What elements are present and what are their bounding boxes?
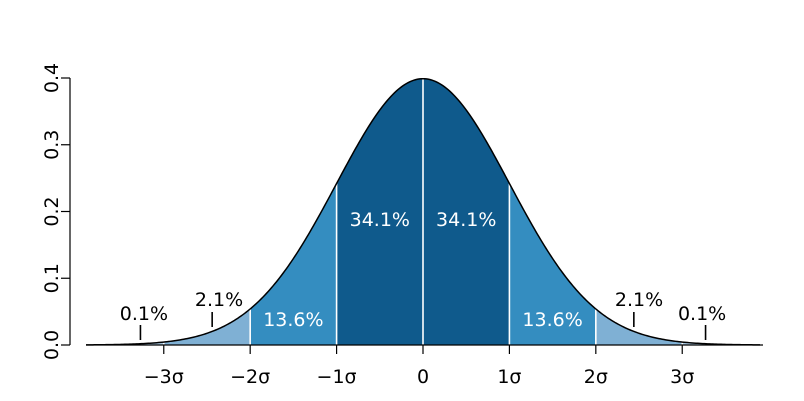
y-tick-label-4: 0.4 [41,63,63,93]
label-far-right: 0.1% [678,303,726,325]
x-tick-label-3: 0 [417,366,429,388]
y-tick-label-1: 0.1 [41,263,63,293]
density-curve [85,77,761,346]
x-tick-label-6: 3σ [670,366,694,388]
label-mid-right: 13.6% [522,309,582,331]
x-tick-label-2: −1σ [317,366,357,388]
density-curve-layer [85,77,761,346]
label-center-left: 34.1% [350,209,410,231]
label-tail-right: 2.1% [615,289,663,311]
axes: 0.0 0.1 0.2 0.3 0.4 −3σ −2σ −1σ 0 1σ 2σ 3σ [41,63,763,388]
y-tick-label-3: 0.3 [41,130,63,160]
region-4 [163,308,251,345]
x-tick-label-0: −3σ [144,366,184,388]
label-far-left: 0.1% [120,303,168,325]
region-labels: 34.1% 34.1% 13.6% 13.6% 2.1% 2.1% 0.1% 0.1% [120,209,726,340]
label-center-right: 34.1% [436,209,496,231]
y-tick-label-0: 0.0 [41,330,63,360]
y-tick-label-2: 0.2 [41,196,63,226]
region-5 [595,308,683,345]
x-tick-label-5: 2σ [584,366,608,388]
sigma-dividers [162,78,684,345]
label-tail-left: 2.1% [195,289,243,311]
label-mid-left: 13.6% [263,309,323,331]
x-tick-label-4: 1σ [497,366,521,388]
x-tick-label-1: −2σ [230,366,270,388]
